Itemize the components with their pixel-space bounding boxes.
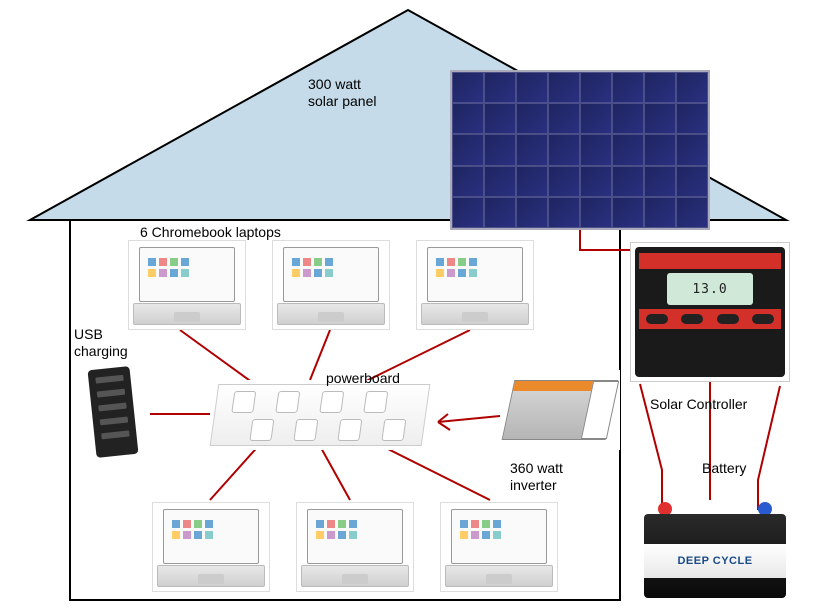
powerboard	[210, 380, 430, 450]
chromebook-laptop	[440, 502, 558, 592]
powerboard-label: powerboard	[326, 370, 400, 387]
usb-label: USB charging	[74, 326, 128, 360]
chromebook-laptop	[416, 240, 534, 330]
inverter-label: 360 watt inverter	[510, 460, 563, 494]
controller-lcd: 13.0	[667, 273, 753, 305]
usb-hub	[78, 362, 148, 462]
laptops-label: 6 Chromebook laptops	[140, 224, 281, 241]
controller-label: Solar Controller	[650, 396, 747, 413]
solar-panel	[450, 70, 710, 230]
chromebook-laptop	[152, 502, 270, 592]
battery-label: Battery	[702, 460, 746, 477]
chromebook-laptop	[296, 502, 414, 592]
battery-strip: DEEP CYCLE	[644, 544, 786, 578]
solar-panel-label: 300 watt solar panel	[308, 76, 377, 110]
inverter	[500, 370, 620, 450]
chromebook-laptop	[272, 240, 390, 330]
battery: DEEP CYCLE	[640, 500, 790, 600]
chromebook-laptop	[128, 240, 246, 330]
solar-controller: 13.0	[630, 242, 790, 382]
